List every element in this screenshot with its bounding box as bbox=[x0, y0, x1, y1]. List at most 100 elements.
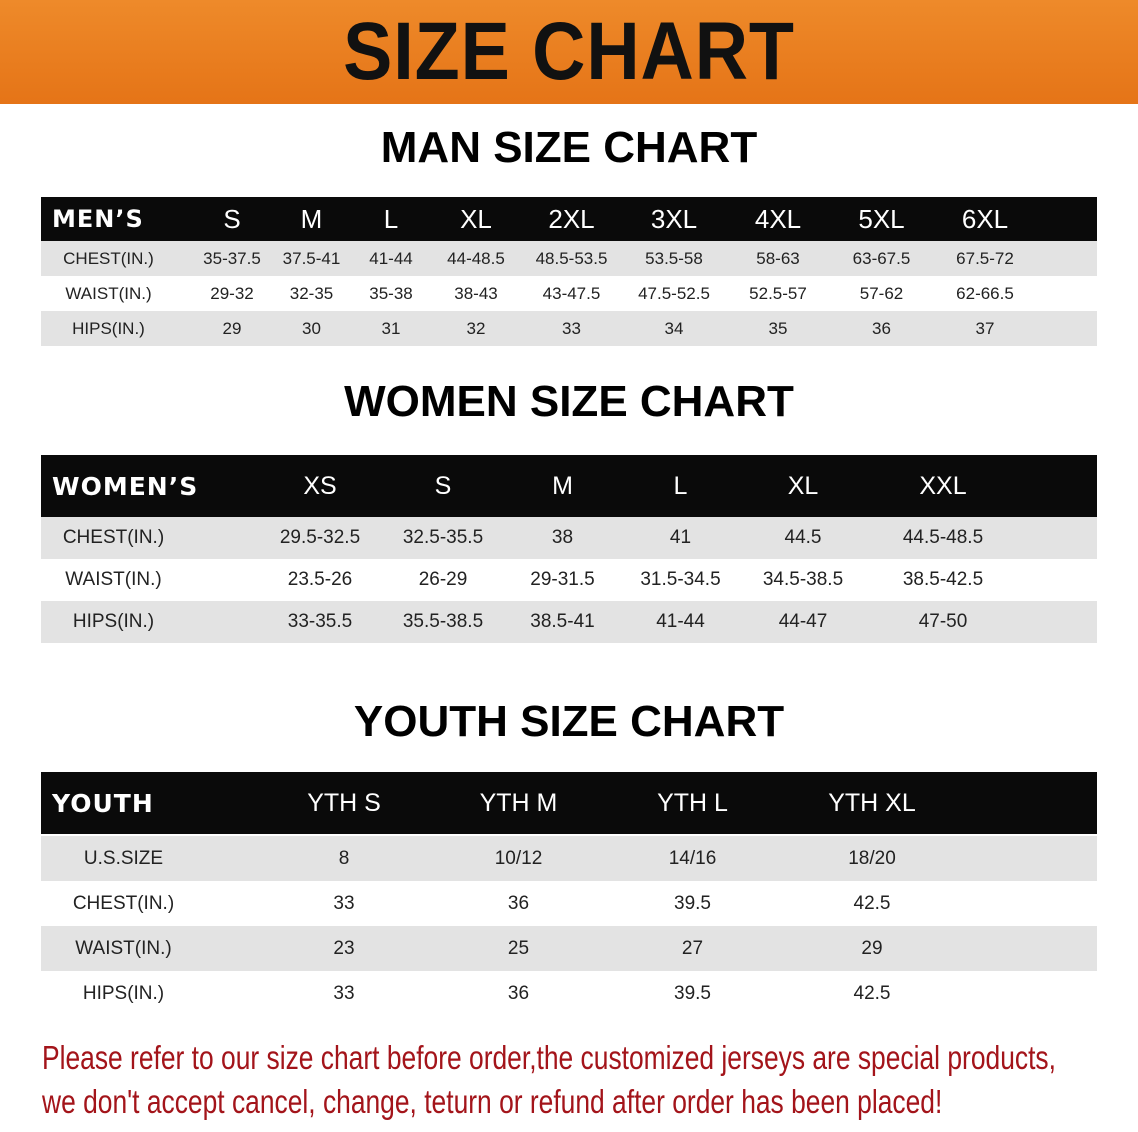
measurement-value: 39.5 bbox=[674, 982, 711, 1004]
measurement-value: 42.5 bbox=[853, 982, 891, 1004]
measurement-value: 62-66.5 bbox=[956, 283, 1014, 303]
measurement-value: 33 bbox=[333, 982, 355, 1004]
measurement-value: 47.5-52.5 bbox=[638, 283, 710, 303]
size-header: 5XL bbox=[858, 203, 905, 234]
measurement-value: 34.5-38.5 bbox=[762, 569, 844, 590]
measurement-value: 23 bbox=[333, 937, 355, 959]
size-header: M bbox=[552, 471, 573, 500]
size-header: 3XL bbox=[650, 203, 698, 234]
size-header: YTH L bbox=[657, 788, 728, 817]
measurement-value: 44.5-48.5 bbox=[902, 527, 984, 548]
notice-line-1: Please refer to our size chart before or… bbox=[42, 1039, 1056, 1076]
size-header: 4XL bbox=[754, 203, 802, 234]
measurement-value: 23.5-26 bbox=[287, 569, 353, 590]
measurement-value: 32 bbox=[466, 318, 486, 338]
measurement-value: 33 bbox=[333, 892, 355, 914]
youth-section-title: YOUTH SIZE CHART bbox=[353, 697, 785, 746]
measurement-value: 44.5 bbox=[784, 527, 822, 548]
measurement-label: WAIST(IN.) bbox=[65, 569, 162, 590]
table-row: U.S.SIZE 8 10/12 14/16 18/20 bbox=[41, 836, 1097, 881]
table-label: MEN’S bbox=[52, 205, 144, 233]
measurement-value: 14/16 bbox=[668, 847, 717, 869]
measurement-value: 42.5 bbox=[853, 892, 891, 914]
measurement-value: 26-29 bbox=[418, 569, 468, 590]
measurement-value: 43-47.5 bbox=[542, 283, 601, 303]
measurement-value: 38 bbox=[551, 527, 574, 548]
size-header: YTH S bbox=[307, 788, 381, 817]
men-section-title: MAN SIZE CHART bbox=[380, 123, 758, 172]
measurement-value: 27 bbox=[681, 937, 704, 959]
measurement-value: 29.5-32.5 bbox=[279, 527, 361, 548]
measurement-label: HIPS(IN.) bbox=[82, 982, 165, 1004]
measurement-label: CHEST(IN.) bbox=[72, 892, 175, 914]
size-header: 6XL bbox=[961, 203, 1009, 234]
table-row: WAIST(IN.) 23 25 27 29 bbox=[41, 926, 1097, 971]
measurement-value: 30 bbox=[302, 318, 321, 338]
measurement-label: WAIST(IN.) bbox=[65, 283, 152, 303]
measurement-value: 32-35 bbox=[289, 283, 334, 303]
measurement-value: 58-63 bbox=[756, 248, 800, 268]
measurement-value: 31 bbox=[381, 318, 401, 338]
measurement-value: 53.5-58 bbox=[645, 248, 703, 268]
women-header-row: WOMEN’S XS S M L XL XXL bbox=[41, 455, 1097, 517]
measurement-value: 31.5-34.5 bbox=[640, 569, 721, 590]
measurement-value: 29 bbox=[222, 318, 242, 338]
measurement-value: 33-35.5 bbox=[287, 611, 353, 632]
notice-line-2: we don't accept cancel, change, teturn o… bbox=[42, 1083, 943, 1120]
measurement-value: 47-50 bbox=[918, 611, 968, 632]
measurement-value: 44-47 bbox=[778, 611, 828, 632]
measurement-label: CHEST(IN.) bbox=[63, 248, 154, 268]
measurement-value: 36 bbox=[872, 318, 891, 338]
measurement-value: 38-43 bbox=[454, 283, 498, 303]
measurement-value: 52.5-57 bbox=[749, 283, 807, 303]
measurement-label: HIPS(IN.) bbox=[72, 318, 145, 338]
measurement-value: 29-32 bbox=[210, 283, 254, 303]
measurement-value: 36 bbox=[507, 892, 530, 914]
size-header: XL bbox=[787, 471, 819, 500]
measurement-value: 35-37.5 bbox=[203, 248, 261, 268]
measurement-value: 18/20 bbox=[848, 847, 896, 869]
measurement-value: 37 bbox=[975, 318, 995, 338]
table-row: WAIST(IN.) 23.5-26 26-29 29-31.5 31.5-34.5 34… bbox=[41, 559, 1097, 601]
men-header-row: MEN’S S M L XL 2XL 3XL 4XL 5XL 6XL bbox=[41, 197, 1097, 241]
measurement-label: U.S.SIZE bbox=[83, 847, 164, 869]
banner-title: SIZE CHART bbox=[343, 6, 795, 97]
table-label: YOUTH bbox=[52, 788, 154, 818]
measurement-value: 33 bbox=[562, 318, 581, 338]
measurement-value: 8 bbox=[338, 847, 350, 869]
size-header: XXL bbox=[919, 471, 967, 500]
measurement-value: 37.5-41 bbox=[282, 248, 341, 268]
measurement-value: 29 bbox=[861, 937, 883, 959]
size-header: S bbox=[223, 203, 241, 234]
table-row: CHEST(IN.) 35-37.5 37.5-41 41-44 44-48.5 48.5… bbox=[41, 241, 1097, 276]
measurement-value: 38.5-41 bbox=[530, 611, 595, 632]
measurement-value: 10/12 bbox=[494, 847, 543, 869]
table-row: HIPS(IN.) 29 30 31 32 33 34 35 36 37 bbox=[41, 311, 1097, 346]
size-header: YTH XL bbox=[828, 788, 916, 817]
size-header: XL bbox=[460, 203, 492, 234]
men-size-table: MEN’S S M L XL 2XL 3XL 4XL 5XL 6XL CHEST(IN.) 35-37… bbox=[41, 197, 1097, 346]
women-size-table: WOMEN’S XS S M L XL XXL CHEST(IN.) 29.5-32.5 32.5… bbox=[41, 455, 1097, 643]
measurement-value: 34 bbox=[664, 318, 684, 338]
measurement-value: 35 bbox=[768, 318, 788, 338]
measurement-value: 32.5-35.5 bbox=[402, 527, 484, 548]
size-header: M bbox=[300, 203, 323, 234]
measurement-value: 35-38 bbox=[369, 283, 413, 303]
size-header: 2XL bbox=[548, 203, 595, 234]
women-section-title: WOMEN SIZE CHART bbox=[344, 377, 794, 426]
size-header: L bbox=[673, 471, 688, 500]
measurement-value: 48.5-53.5 bbox=[535, 248, 608, 268]
measurement-value: 38.5-42.5 bbox=[902, 569, 984, 590]
table-row: WAIST(IN.) 29-32 32-35 35-38 38-43 43-47.5 47.… bbox=[41, 276, 1097, 311]
measurement-value: 57-62 bbox=[859, 283, 904, 303]
measurement-value: 35.5-38.5 bbox=[402, 611, 484, 632]
measurement-label: WAIST(IN.) bbox=[75, 937, 172, 959]
size-header: S bbox=[434, 471, 452, 500]
measurement-value: 41-44 bbox=[656, 611, 705, 632]
table-label: WOMEN’S bbox=[52, 471, 199, 501]
size-header: L bbox=[383, 203, 399, 234]
measurement-value: 25 bbox=[507, 937, 530, 959]
measurement-value: 67.5-72 bbox=[956, 248, 1014, 268]
youth-header-row: YOUTH YTH S YTH M YTH L YTH XL bbox=[41, 772, 1097, 834]
measurement-value: 44-48.5 bbox=[447, 248, 505, 268]
